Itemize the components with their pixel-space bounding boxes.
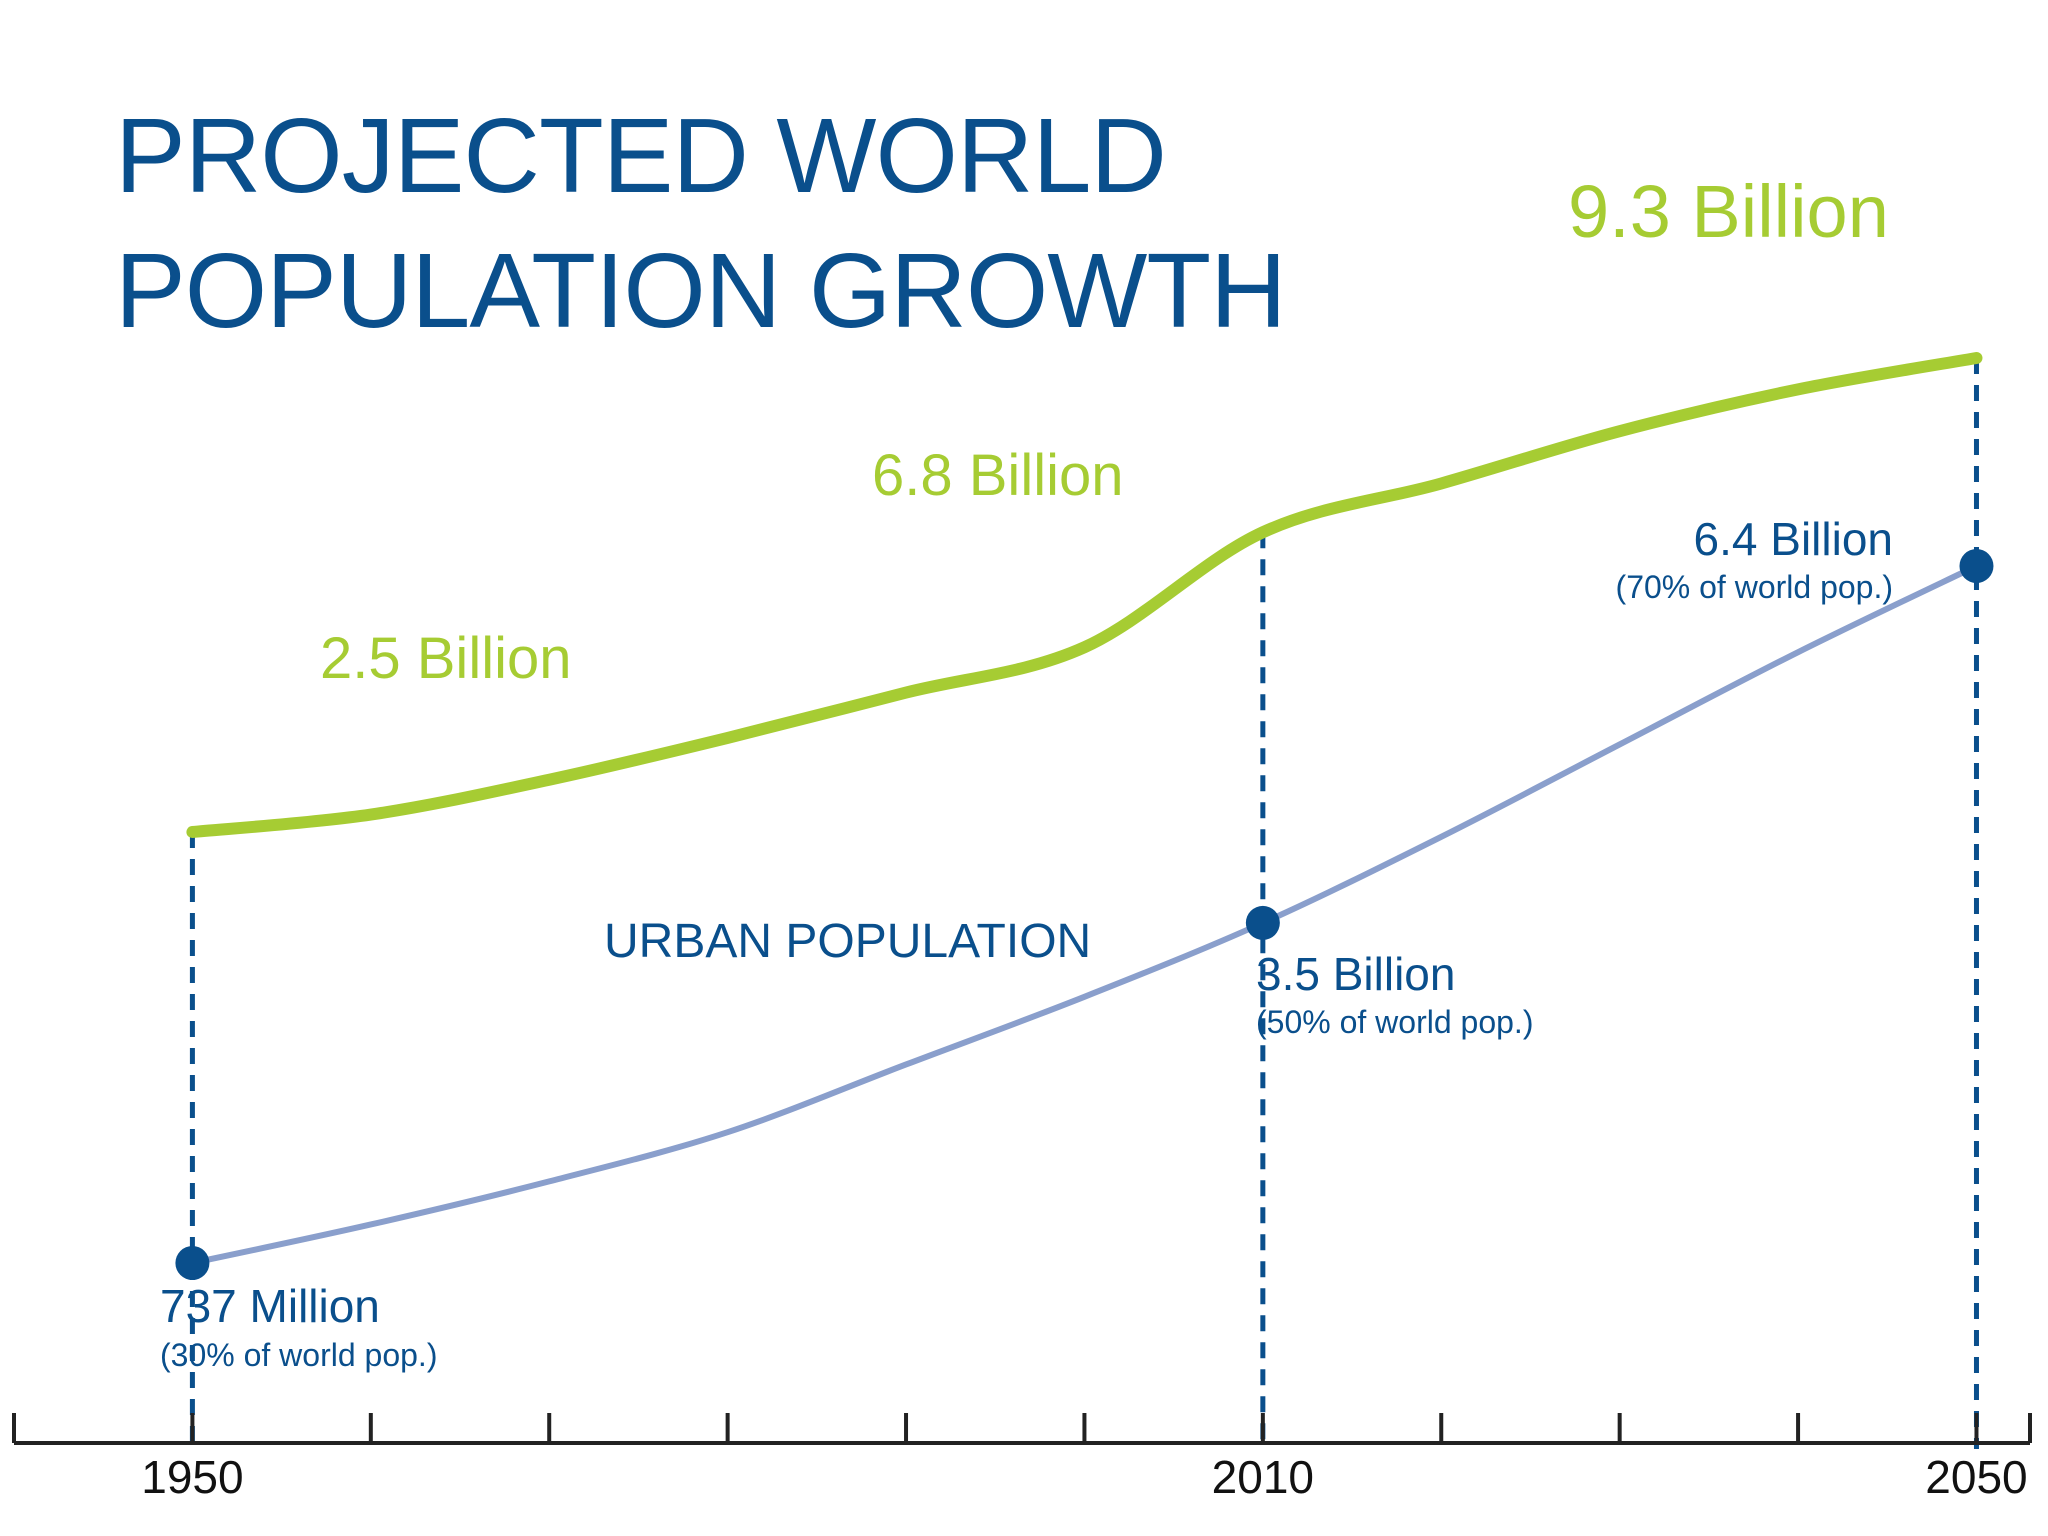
urban-marker-2010: [1245, 905, 1280, 940]
chart-title-line-1: PROJECTED WORLD: [115, 97, 1166, 215]
x-tick-label-2010: 2010: [1212, 1451, 1314, 1503]
urban-marker-label-2050: 6.4 Billion: [1694, 513, 1893, 565]
series-layer: [186, 352, 1983, 1266]
urban-marker-sublabel-2050: (70% of world pop.): [1616, 569, 1893, 605]
urban-marker-label-1950: 737 Million: [160, 1280, 380, 1332]
urban-marker-1950: [175, 1246, 210, 1280]
x-axis: 1950 2010 2050: [12, 1413, 2032, 1503]
urban-series-label: URBAN POPULATION: [604, 915, 1091, 968]
urban-marker-sublabel-1950: (30% of world pop.): [160, 1337, 437, 1373]
total-annotation-1950: 2.5 Billion: [320, 626, 571, 691]
total-population-line: [186, 352, 1983, 838]
urban-markers: [175, 549, 1994, 1280]
x-tick-label-1950: 1950: [141, 1451, 243, 1503]
urban-population-line: [189, 563, 1980, 1266]
urban-marker-label-2010: 3.5 Billion: [1256, 948, 1455, 1000]
total-annotation-2010: 6.8 Billion: [872, 443, 1123, 508]
chart-title-line-2: POPULATION GROWTH: [115, 232, 1286, 350]
reference-lines: [189, 358, 1979, 1449]
urban-marker-sublabel-2010: (50% of world pop.): [1256, 1004, 1533, 1040]
total-annotation-2050: 9.3 Billion: [1568, 170, 1889, 253]
x-tick-label-2050: 2050: [1925, 1451, 2027, 1503]
urban-marker-2050: [1959, 549, 1994, 583]
annotations: 2.5 Billion 6.8 Billion 9.3 Billion URBA…: [160, 170, 1893, 1373]
